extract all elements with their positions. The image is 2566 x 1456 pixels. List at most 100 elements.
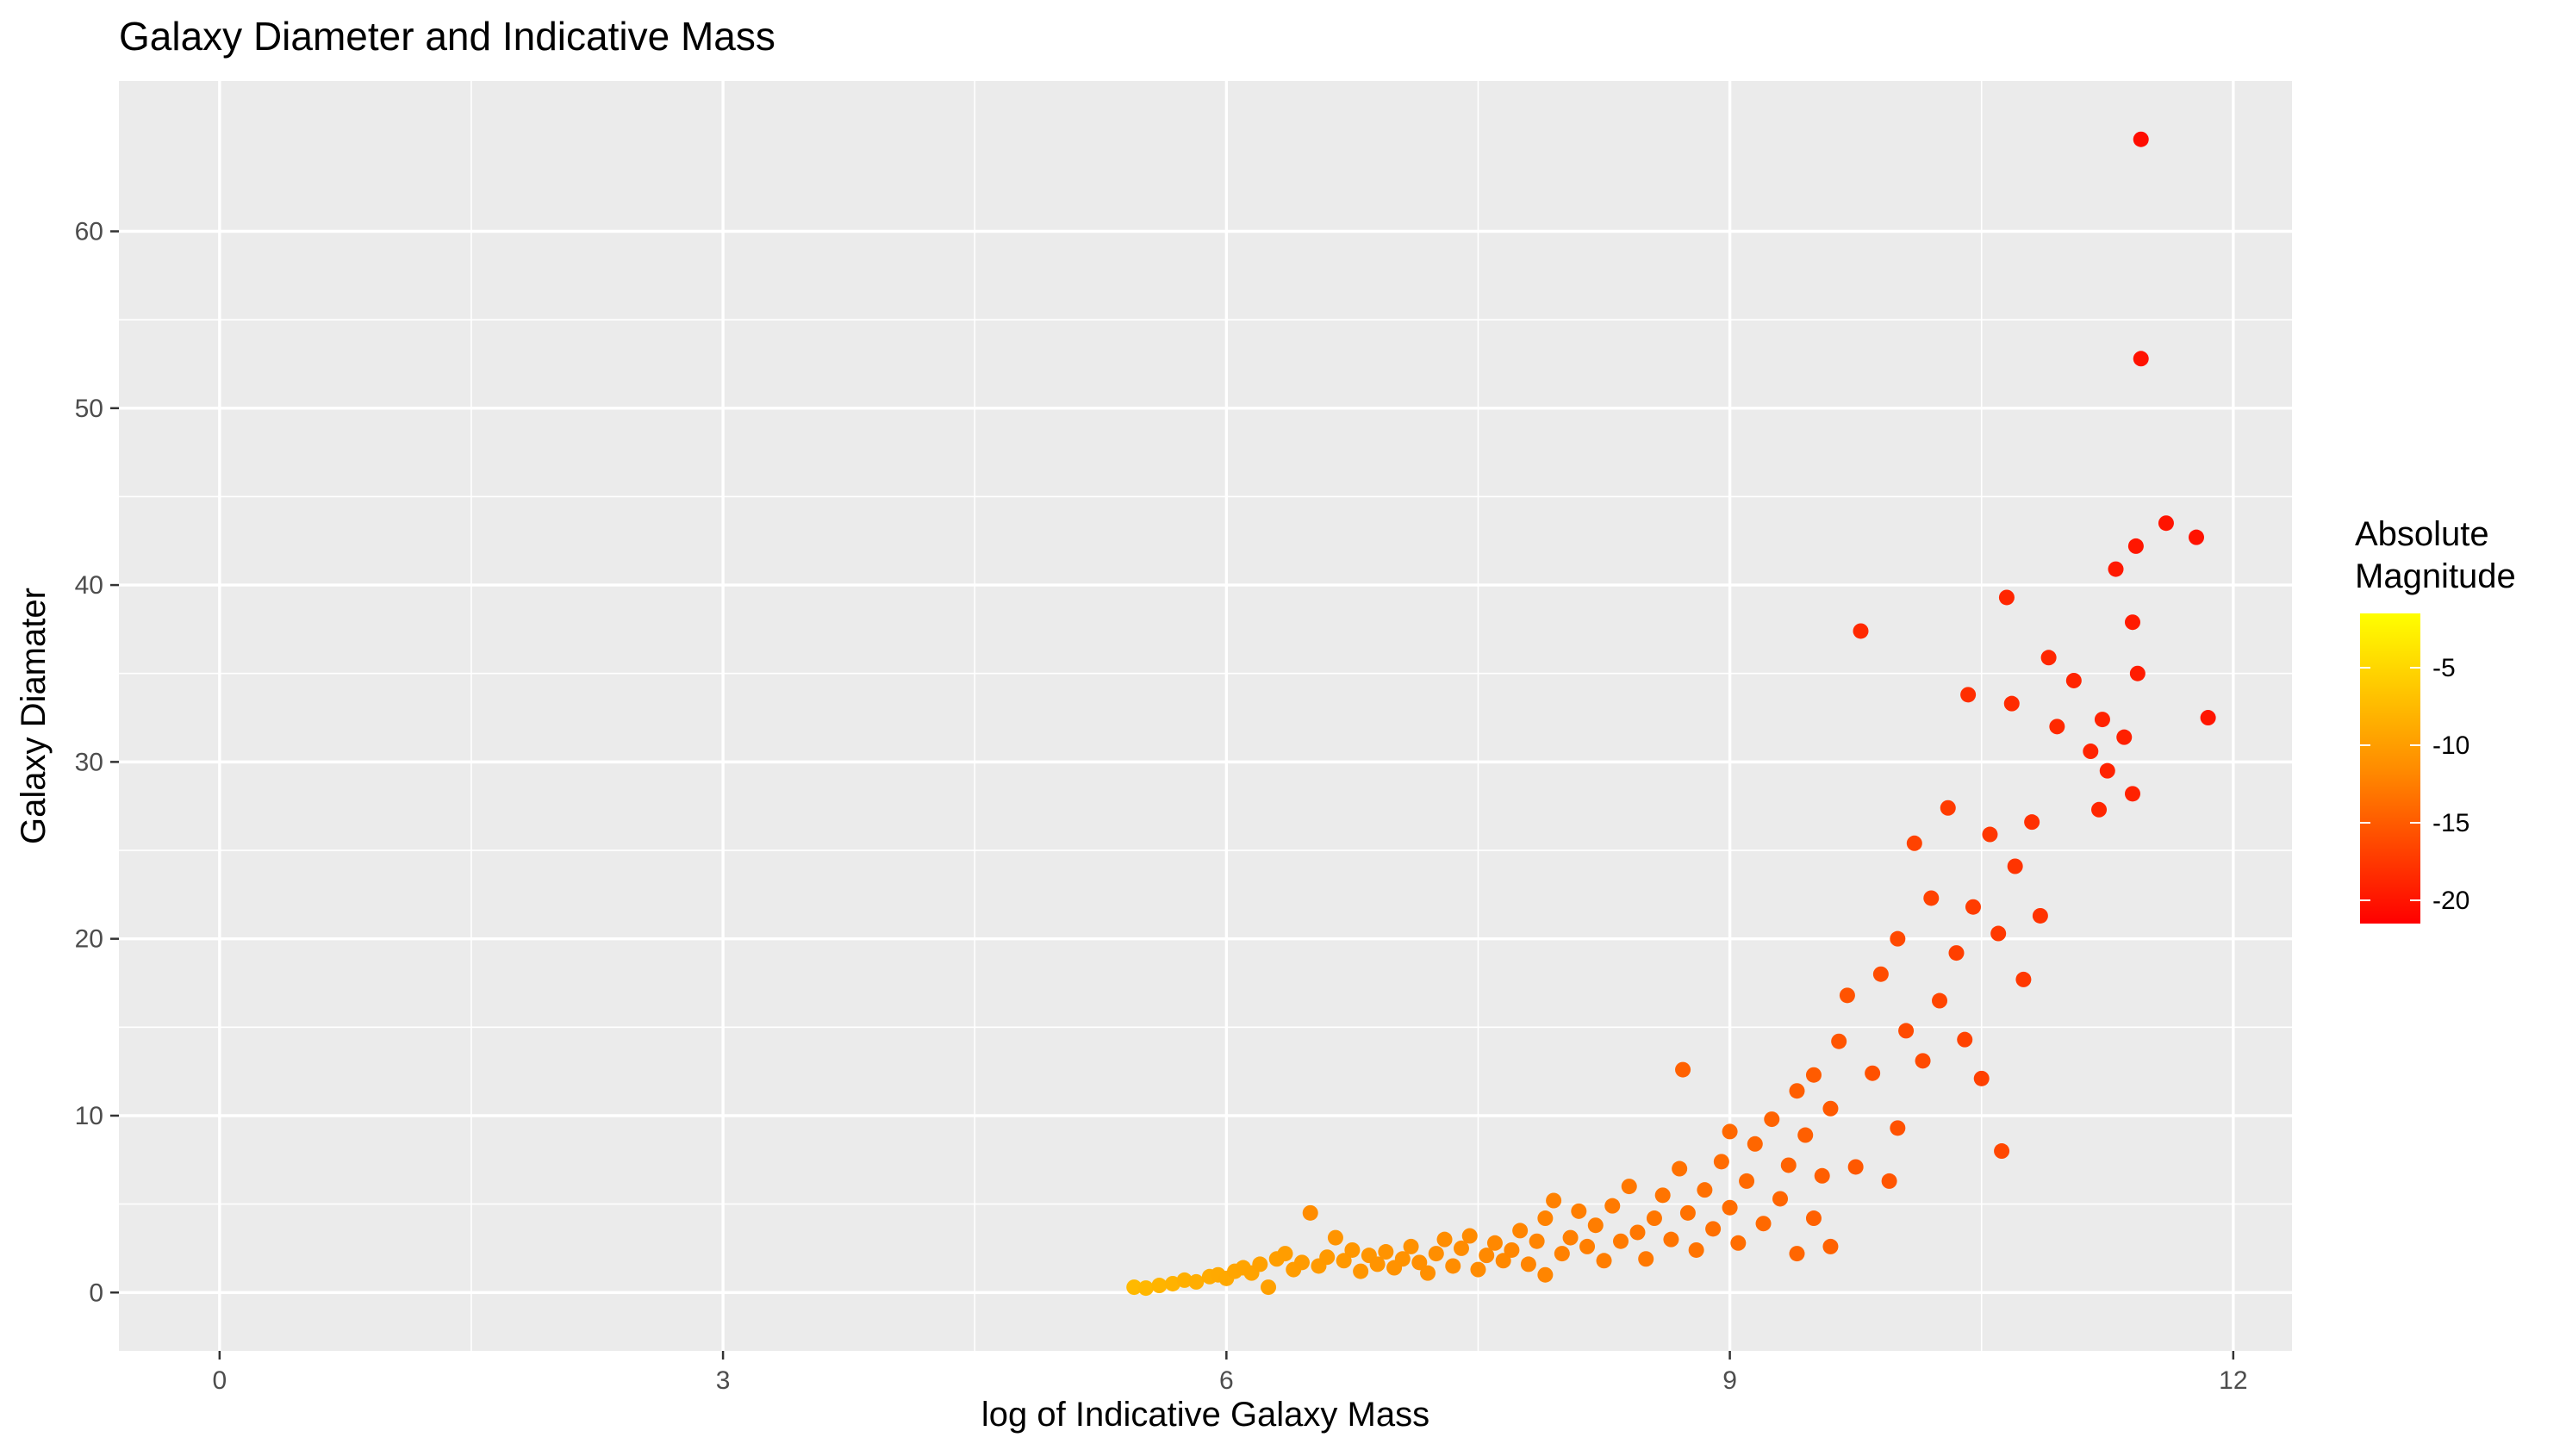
data-point (1278, 1246, 1293, 1261)
data-point (1806, 1210, 1822, 1226)
data-point (1898, 1023, 1914, 1038)
data-point (1932, 993, 1947, 1009)
legend-colorbar (2360, 613, 2420, 924)
data-point (1429, 1246, 1444, 1261)
data-point (1188, 1274, 1204, 1290)
data-point (1353, 1264, 1368, 1279)
data-point (1789, 1246, 1804, 1261)
data-point (2108, 562, 2124, 577)
legend-tick-label: -5 (2432, 654, 2456, 682)
data-point (1344, 1242, 1360, 1258)
legend: Absolute Magnitude -5 -10 -15 -20 (2355, 515, 2516, 924)
plot-panel (119, 81, 2292, 1351)
data-point (2130, 666, 2146, 681)
data-point (1638, 1251, 1654, 1266)
data-point (1437, 1232, 1453, 1248)
data-point (1840, 987, 1855, 1003)
data-point (1822, 1239, 1838, 1254)
y-axis-title: Galaxy Diamater (15, 588, 53, 844)
data-point (2133, 132, 2149, 147)
x-tick-label: 9 (1722, 1366, 1737, 1395)
data-point (2128, 538, 2144, 554)
data-point (2033, 908, 2048, 924)
data-point (1831, 1034, 1847, 1049)
data-point (1848, 1159, 1864, 1174)
data-point (1529, 1234, 1545, 1249)
data-point (1915, 1053, 1931, 1068)
data-point (1873, 967, 1889, 982)
x-axis-title: log of Indicative Galaxy Mass (981, 1396, 1429, 1434)
data-point (1571, 1204, 1586, 1219)
data-point (2066, 673, 2082, 688)
data-point (1470, 1262, 1485, 1278)
x-tick-label: 12 (2219, 1366, 2247, 1395)
y-tick-label: 0 (89, 1279, 103, 1307)
data-point (1512, 1223, 1528, 1238)
data-point (1890, 931, 1905, 947)
data-point (2083, 744, 2098, 759)
data-point (2116, 730, 2132, 745)
data-point (1655, 1187, 1671, 1203)
data-point (1722, 1123, 1738, 1139)
data-point (1747, 1136, 1763, 1152)
data-point (1882, 1173, 1897, 1189)
y-axis: 0 10 20 30 40 50 60 (75, 217, 119, 1307)
data-point (1546, 1193, 1561, 1209)
data-point (1252, 1256, 1267, 1272)
data-point (1294, 1254, 1310, 1270)
data-point (1554, 1246, 1570, 1261)
data-point (1487, 1235, 1503, 1251)
data-point (1588, 1217, 1604, 1233)
data-point (1319, 1249, 1335, 1265)
data-point (1420, 1266, 1436, 1281)
data-point (1965, 899, 1981, 915)
data-point (1730, 1235, 1746, 1251)
y-tick-label: 60 (75, 217, 103, 246)
data-point (1622, 1179, 1637, 1194)
x-axis: 0 3 6 9 12 (213, 1351, 2248, 1395)
data-point (1328, 1230, 1343, 1246)
data-point (2015, 972, 2031, 987)
data-point (2095, 712, 2110, 727)
legend-title-line-1: Absolute (2355, 515, 2489, 553)
data-point (1303, 1205, 1318, 1221)
data-point (1675, 1062, 1691, 1078)
chart-title: Galaxy Diameter and Indicative Mass (119, 14, 775, 59)
data-point (1579, 1239, 1595, 1254)
data-point (1504, 1242, 1519, 1258)
data-point (2091, 802, 2107, 818)
data-point (1714, 1154, 1729, 1169)
data-point (2201, 710, 2216, 725)
data-point (1521, 1256, 1536, 1272)
y-tick-label: 30 (75, 748, 103, 776)
legend-title-line-2: Magnitude (2355, 557, 2516, 595)
data-point (1772, 1191, 1788, 1206)
data-point (1781, 1157, 1797, 1173)
data-point (1789, 1083, 1804, 1098)
data-point (2133, 351, 2149, 366)
data-point (1604, 1198, 1620, 1214)
data-point (1797, 1128, 1813, 1143)
data-point (1982, 827, 1997, 843)
data-point (1697, 1182, 1712, 1198)
y-tick-label: 40 (75, 571, 103, 600)
data-point (2049, 719, 2065, 734)
data-point (1261, 1279, 1276, 1295)
data-point (2004, 696, 2020, 712)
legend-tick-label: -10 (2432, 731, 2469, 760)
data-point (1960, 687, 1976, 702)
data-point (1739, 1173, 1754, 1189)
data-point (1445, 1258, 1461, 1273)
x-tick-label: 6 (1219, 1366, 1234, 1395)
data-point (1853, 623, 1868, 638)
data-point (2008, 858, 2023, 874)
data-point (1764, 1111, 1779, 1127)
data-point (1151, 1278, 1167, 1293)
data-point (2158, 515, 2174, 531)
x-tick-label: 3 (716, 1366, 731, 1395)
data-point (1680, 1205, 1696, 1221)
data-point (1940, 800, 1956, 816)
data-point (1949, 945, 1965, 961)
data-point (1815, 1168, 1830, 1184)
